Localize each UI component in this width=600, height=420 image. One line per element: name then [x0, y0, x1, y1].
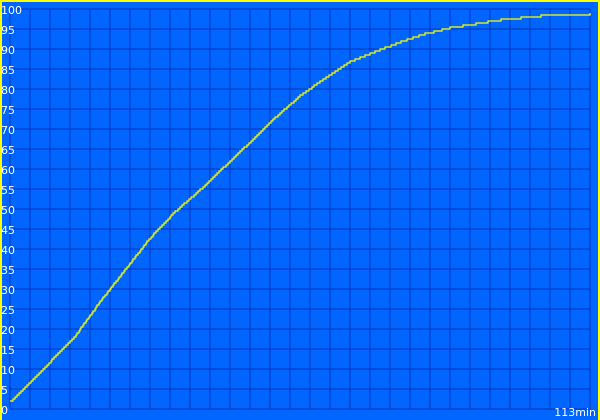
y-tick-label: 0	[1, 404, 8, 417]
y-tick-label: 85	[1, 64, 15, 77]
y-tick-label: 40	[1, 244, 15, 257]
y-tick-label: 5	[1, 384, 8, 397]
y-tick-label: 35	[1, 264, 15, 277]
y-tick-label: 90	[1, 44, 15, 57]
y-tick-label: 55	[1, 184, 15, 197]
y-tick-label: 10	[1, 364, 15, 377]
y-tick-label: 30	[1, 284, 15, 297]
y-tick-label: 95	[1, 24, 15, 37]
y-tick-label: 70	[1, 124, 15, 137]
y-tick-label: 100	[1, 4, 22, 17]
y-tick-label: 65	[1, 144, 15, 157]
y-tick-label: 25	[1, 304, 15, 317]
y-tick-label: 45	[1, 224, 15, 237]
x-axis-end-label: 113min	[554, 406, 596, 419]
y-tick-label: 60	[1, 164, 15, 177]
y-tick-label: 50	[1, 204, 15, 217]
y-tick-label: 75	[1, 104, 15, 117]
charge-level-line	[10, 13, 591, 402]
y-tick-label: 20	[1, 324, 15, 337]
y-tick-label: 80	[1, 84, 15, 97]
y-tick-label: 15	[1, 344, 15, 357]
